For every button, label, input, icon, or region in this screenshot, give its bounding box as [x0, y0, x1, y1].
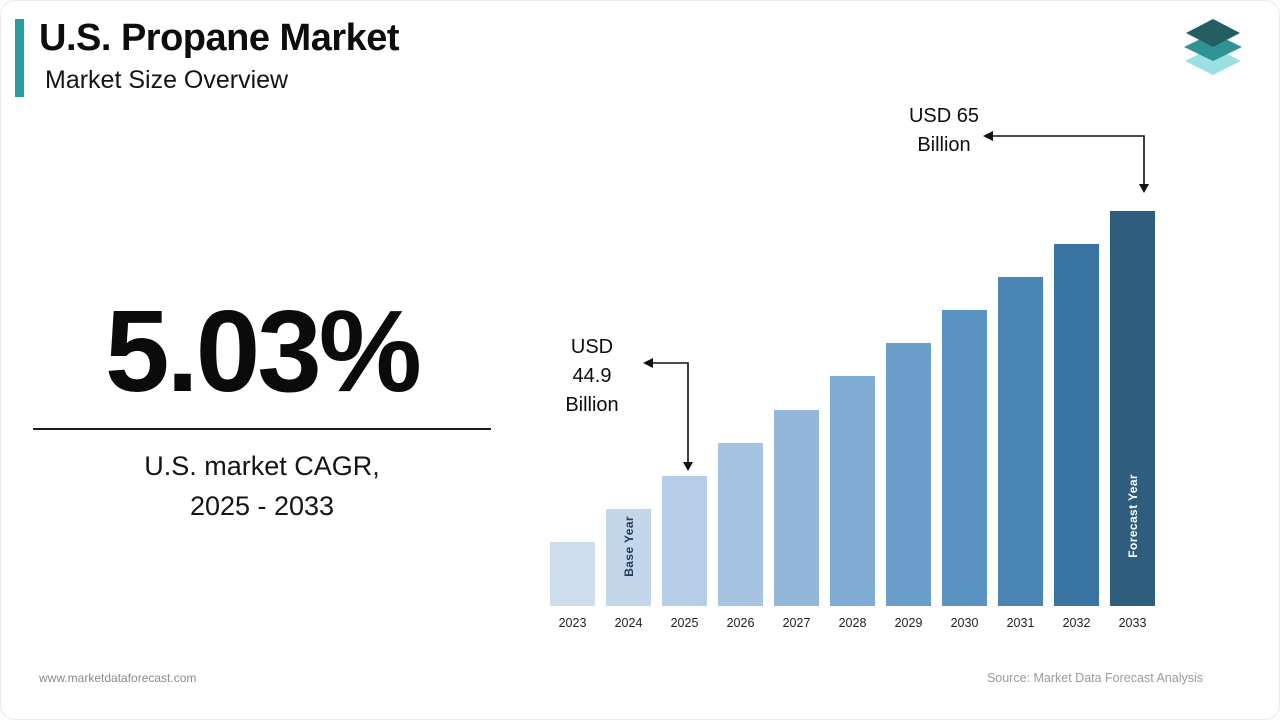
bar-group-2025: 2025	[662, 211, 707, 630]
title-accent-bar	[15, 19, 24, 97]
bar-2026	[718, 443, 763, 606]
bar-group-2032: 2032	[1054, 211, 1099, 630]
page-subtitle: Market Size Overview	[45, 66, 289, 94]
annotation-2025-value: USD 44.9 Billion	[565, 336, 619, 416]
x-axis-label-2028: 2028	[838, 616, 867, 630]
layers-logo-icon	[1184, 19, 1242, 75]
bar-2027	[774, 410, 819, 606]
bar-group-2033: Forecast Year 2033	[1110, 211, 1155, 630]
x-axis-label-2027: 2027	[782, 616, 811, 630]
bar-2024: Base Year	[606, 509, 651, 606]
header: U.S. Propane Market Market Size Overview	[15, 17, 400, 97]
cagr-caption-line2: 2025 - 2033	[189, 491, 335, 522]
bar-2028	[830, 376, 875, 606]
x-axis-label-2026: 2026	[726, 616, 755, 630]
bar-group-2027: 2027	[774, 211, 819, 630]
x-axis-label-2023: 2023	[558, 616, 587, 630]
x-axis-label-2029: 2029	[894, 616, 923, 630]
bar-group-2029: 2029	[886, 211, 931, 630]
bar-2025	[662, 476, 707, 606]
x-axis-label-2033: 2033	[1118, 616, 1147, 630]
bar-2030	[942, 310, 987, 606]
cagr-stat-block: 5.03% U.S. market CAGR, 2025 - 2033	[33, 288, 491, 526]
cagr-caption-line1: U.S. market CAGR,	[144, 451, 380, 482]
bar-2033: Forecast Year	[1110, 211, 1155, 606]
bar-group-2028: 2028	[830, 211, 875, 630]
annotation-2033-value: USD 65 Billion	[908, 105, 980, 156]
x-axis-label-2025: 2025	[670, 616, 699, 630]
bar-group-2031: 2031	[998, 211, 1043, 630]
cagr-value: 5.03%	[33, 288, 491, 431]
bar-group-2026: 2026	[718, 211, 763, 630]
bar-2032	[1054, 244, 1099, 606]
bar-2031	[998, 277, 1043, 606]
forecast-year-label: Forecast Year	[1125, 474, 1140, 558]
bar-group-2024: Base Year 2024	[606, 211, 651, 630]
x-axis-label-2030: 2030	[950, 616, 979, 630]
bar-2029	[886, 343, 931, 606]
footer-website: www.marketdataforecast.com	[39, 671, 197, 685]
bar-group-2030: 2030	[942, 211, 987, 630]
x-axis-label-2032: 2032	[1062, 616, 1091, 630]
x-axis-label-2024: 2024	[614, 616, 643, 630]
bar-2023	[550, 542, 595, 606]
page-title: U.S. Propane Market	[39, 17, 400, 59]
x-axis-label-2031: 2031	[1006, 616, 1035, 630]
base-year-label: Base Year	[621, 516, 636, 577]
cagr-caption: U.S. market CAGR, 2025 - 2033	[33, 446, 491, 526]
footer-source: Source: Market Data Forecast Analysis	[986, 671, 1203, 685]
bar-group-2023: 2023	[550, 211, 595, 630]
bar-chart-bars: 2023 Base Year 2024 2025 2026 2027 2028 2029 203…	[550, 211, 1155, 630]
